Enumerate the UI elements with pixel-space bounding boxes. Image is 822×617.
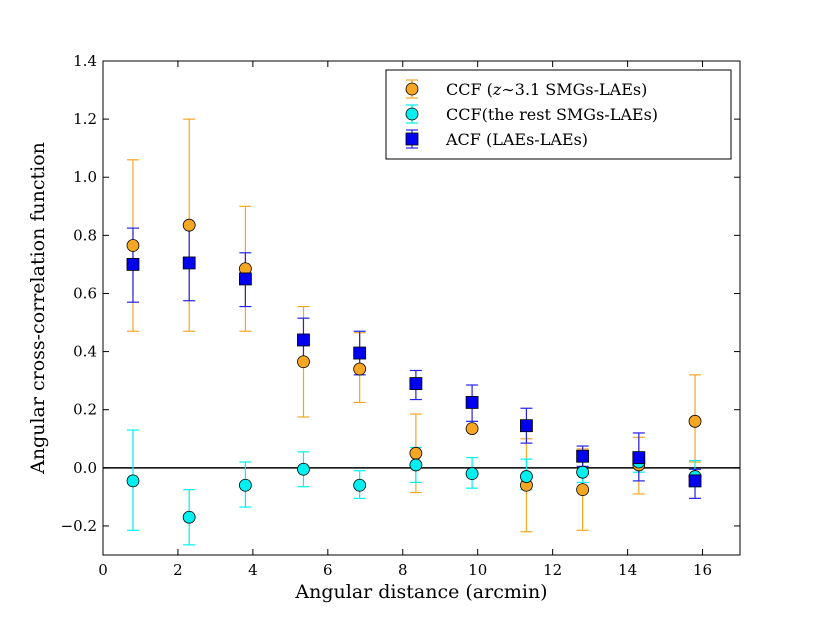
- data-point-square: [126, 258, 140, 271]
- data-point-circle: [353, 478, 367, 492]
- legend-marker-circle: [405, 82, 419, 96]
- data-point-square: [465, 396, 479, 409]
- y-tick-label: 1.4: [73, 52, 97, 70]
- x-tick-label: 12: [543, 561, 562, 579]
- y-tick-label: 1.0: [73, 168, 97, 186]
- y-tick-label: −0.2: [61, 517, 97, 535]
- legend-label: CCF(the rest SMGs-LAEs): [446, 105, 658, 124]
- x-tick-label: 14: [618, 561, 637, 579]
- y-tick-label: 0.2: [73, 401, 97, 419]
- data-point-square: [632, 451, 646, 465]
- data-point-circle: [465, 422, 479, 435]
- data-point-circle: [409, 446, 423, 460]
- x-tick-label: 8: [398, 561, 408, 579]
- data-point-square: [520, 419, 533, 433]
- data-point-circle: [576, 465, 590, 479]
- data-point-square: [688, 474, 702, 488]
- legend: CCF (z∼3.1 SMGs-LAEs) CCF(the rest SMGs-L…: [385, 69, 732, 160]
- ticks-layer: 0 2 4 6 8 10 12 14 16 −0.2 0.0 0.2 0.4 0.6 0.8 1.0 1.2 1.…: [61, 52, 740, 579]
- x-tick-label: 16: [693, 561, 712, 579]
- data-point-circle: [182, 218, 196, 232]
- legend-marker-circle: [405, 107, 419, 121]
- data-point-circle: [126, 474, 140, 488]
- x-axis-label: Angular distance (arcmin): [294, 581, 547, 603]
- data-point-circle: [576, 483, 590, 497]
- data-point-square: [238, 272, 252, 286]
- y-tick-label: 0.0: [73, 459, 97, 477]
- data-point-circle: [297, 462, 310, 476]
- data-point-square: [182, 256, 196, 270]
- data-point-circle: [465, 467, 479, 481]
- data-point-circle: [126, 239, 140, 252]
- y-tick-label: 0.4: [73, 343, 97, 361]
- y-tick-label: 0.8: [73, 226, 97, 244]
- x-tick-label: 0: [98, 561, 108, 579]
- data-point-square: [576, 449, 590, 463]
- data-point-circle: [238, 478, 252, 492]
- legend-label: CCF (z∼3.1 SMGs-LAEs): [446, 80, 647, 99]
- data-point-square: [353, 346, 367, 360]
- x-tick-label: 4: [248, 561, 258, 579]
- data-point-circle: [520, 470, 533, 483]
- data-point-circle: [182, 510, 196, 524]
- x-tick-label: 6: [323, 561, 333, 579]
- data-point-circle: [688, 414, 702, 428]
- data-point-square: [409, 377, 423, 390]
- y-tick-label: 0.6: [73, 284, 97, 302]
- legend-label: ACF (LAEs-LAEs): [445, 130, 588, 149]
- data-point-circle: [297, 355, 310, 369]
- error-bars-layer: [126, 118, 702, 546]
- data-point-circle: [409, 458, 423, 472]
- x-tick-label: 10: [468, 561, 487, 579]
- data-point-circle: [353, 362, 367, 376]
- markers-layer: [126, 218, 702, 524]
- x-tick-label: 2: [173, 561, 183, 579]
- plot-frame: [102, 60, 741, 556]
- data-point-square: [297, 333, 310, 347]
- legend-marker-square: [405, 132, 419, 146]
- y-axis-label: Angular cross-correlation function: [27, 142, 49, 475]
- y-tick-label: 1.2: [73, 110, 97, 128]
- legend-box: [385, 69, 732, 160]
